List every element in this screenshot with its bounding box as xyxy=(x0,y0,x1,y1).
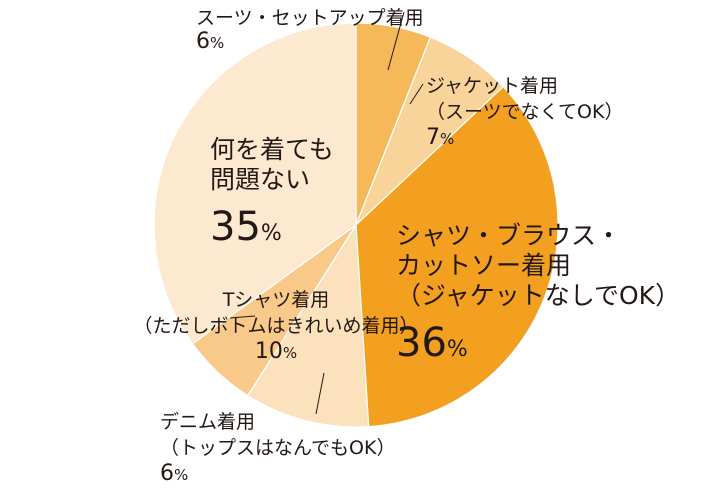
leader-line xyxy=(315,372,325,415)
pie-labels: スーツ・セットアップ着用6%ジャケット着用（スーツでなくてOK）7%シャツ・ブラ… xyxy=(133,7,680,486)
leader-line xyxy=(229,315,256,319)
slice-label-line: ジャケット着用 xyxy=(426,75,558,97)
slice-percent: 10% xyxy=(255,339,297,364)
slice-label-line: （ジャケットなしでOK） xyxy=(396,281,680,310)
slice-label-line: シャツ・ブラウス・ xyxy=(396,221,621,250)
pie-slice-3 xyxy=(246,223,370,428)
slice-label-line: （ただしボトムはきれいめ着用） xyxy=(133,315,418,337)
slice-percent: 35% xyxy=(210,204,282,250)
slice-percent: 36% xyxy=(396,320,468,366)
slice-percent: 6% xyxy=(160,461,188,486)
slice-label-line: 何を着ても xyxy=(210,135,334,164)
slice-label-3: Tシャツ着用 （ただしボトムはきれいめ着用）10% xyxy=(133,289,418,364)
leader-line xyxy=(387,11,405,71)
slice-label-line: デニム着用 xyxy=(160,411,255,433)
leader-line xyxy=(409,83,424,105)
pie-slice-2 xyxy=(355,85,559,428)
slice-percent: 6% xyxy=(196,29,224,54)
slice-label-line: 問題ない xyxy=(210,165,310,194)
slice-label-1: ジャケット着用 （スーツでなくてOK）7% xyxy=(409,75,623,150)
slice-label-line: （スーツでなくてOK） xyxy=(426,101,623,123)
slice-label-line: Tシャツ着用 xyxy=(222,289,330,311)
slice-label-2: シャツ・ブラウス・カットソー着用（ジャケットなしでOK） 36% xyxy=(396,221,680,366)
slice-label-line: スーツ・セットアップ着用 xyxy=(196,7,424,29)
pie-slice-5 xyxy=(153,22,357,345)
slice-label-line: （トップスはなんでもOK） xyxy=(160,437,395,459)
slice-label-line: カットソー着用 xyxy=(396,251,571,280)
slice-percent: 7% xyxy=(426,125,454,150)
pie-slices xyxy=(153,22,559,428)
slice-label-4: デニム着用 （トップスはなんでもOK）6% xyxy=(160,372,395,486)
